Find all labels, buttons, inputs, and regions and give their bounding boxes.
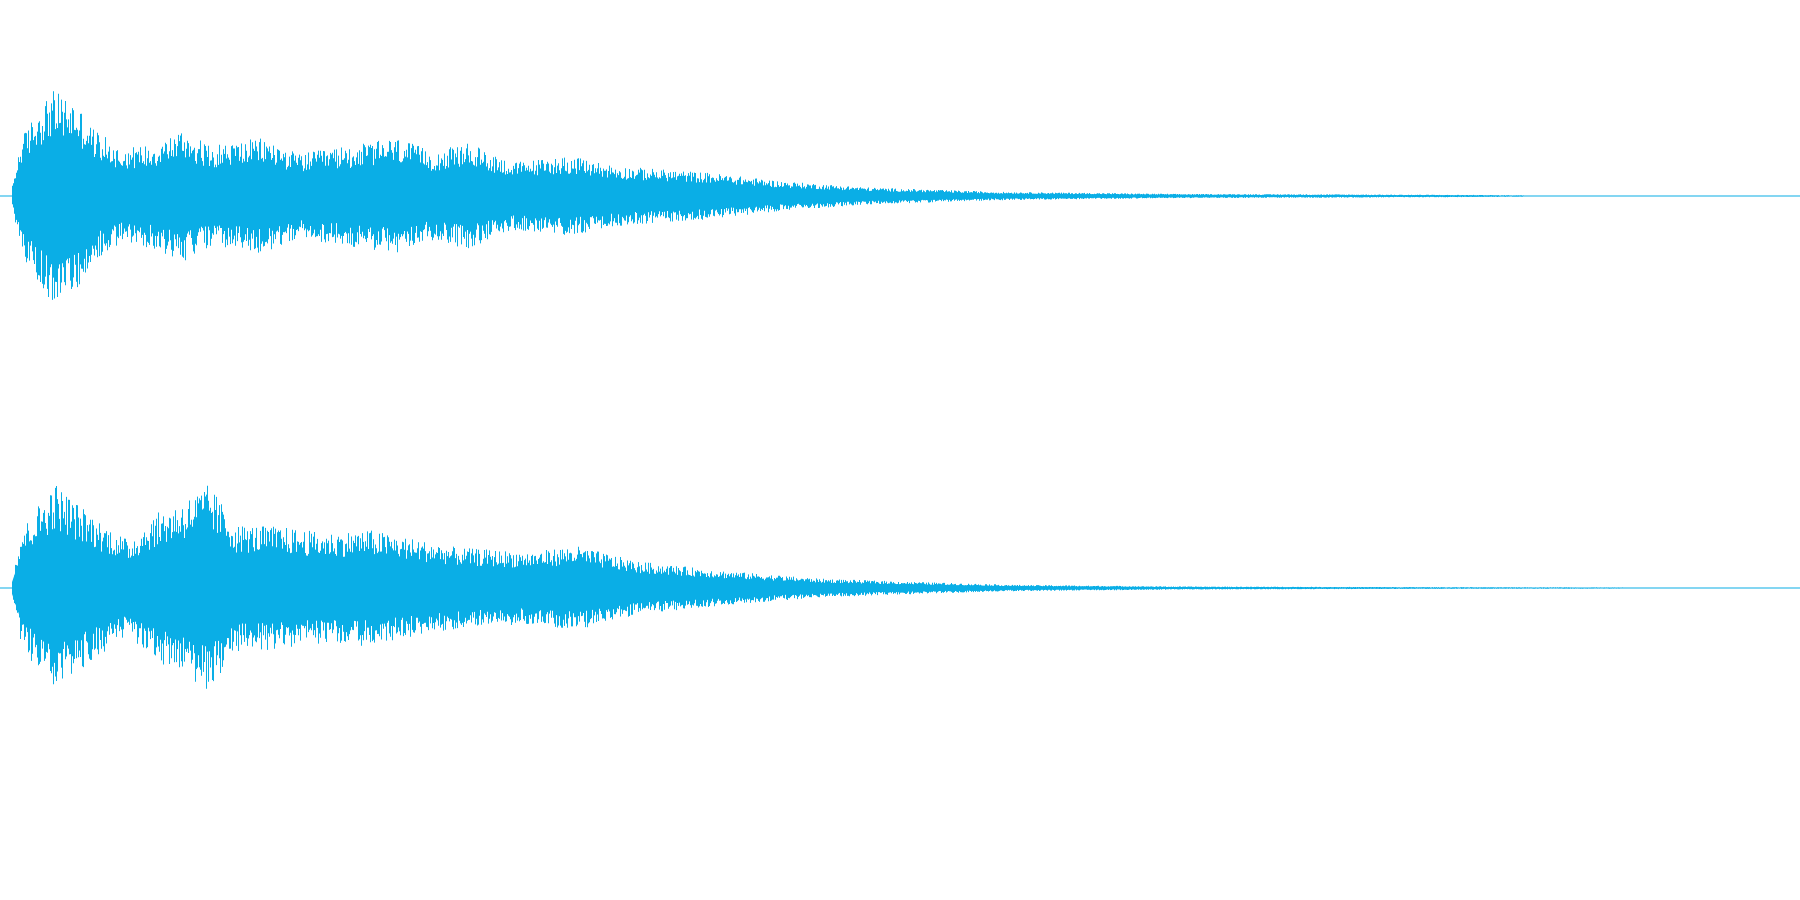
channel-2 <box>0 485 1800 689</box>
channel-1 <box>0 91 1800 300</box>
channel-2-waveform <box>12 485 1630 689</box>
channels-layer <box>0 91 1800 689</box>
channel-1-waveform <box>12 91 1532 300</box>
